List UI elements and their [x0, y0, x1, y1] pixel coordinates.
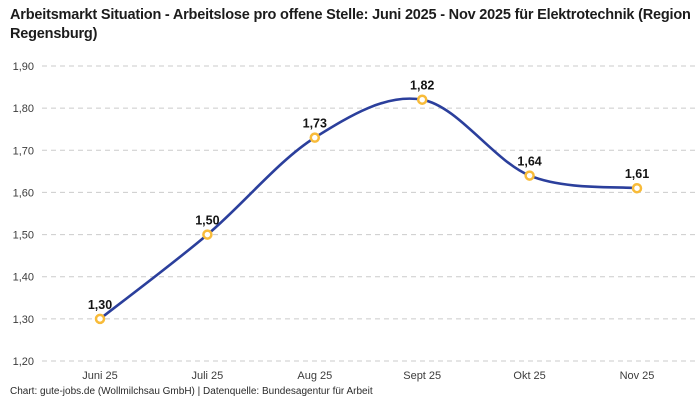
data-point-marker — [416, 94, 428, 105]
data-point-label: 1,64 — [517, 155, 541, 169]
x-axis-tick-label: Juni 25 — [82, 370, 117, 382]
y-axis-tick-label: 1,50 — [13, 230, 34, 242]
data-point-label: 1,30 — [88, 298, 112, 312]
data-point-label: 1,50 — [195, 214, 219, 228]
y-axis-tick-label: 1,60 — [13, 187, 34, 199]
y-axis-tick-label: 1,70 — [13, 145, 34, 157]
y-axis-tick-label: 1,40 — [13, 272, 34, 284]
data-point-label: 1,73 — [303, 117, 327, 131]
x-axis-tick-label: Aug 25 — [297, 370, 332, 382]
data-point-marker — [524, 170, 535, 181]
y-axis-tick-label: 1,90 — [13, 61, 34, 73]
x-axis-tick-label: Sept 25 — [403, 370, 441, 382]
x-axis-tick-label: Nov 25 — [620, 370, 655, 382]
data-point-marker — [202, 229, 213, 240]
data-point-marker — [309, 132, 321, 143]
y-axis-tick-label: 1,80 — [13, 103, 34, 115]
data-point-label: 1,61 — [625, 167, 649, 181]
data-point-label: 1,82 — [410, 79, 434, 93]
chart-title: Arbeitsmarkt Situation - Arbeitslose pro… — [10, 7, 691, 43]
series-line — [98, 97, 639, 321]
chart-footer-attribution: Chart: gute-jobs.de (Wollmilchsau GmbH) … — [10, 386, 373, 397]
data-point-marker — [631, 182, 643, 194]
y-axis-tick-label: 1,20 — [13, 356, 34, 368]
x-axis-tick-label: Okt 25 — [513, 370, 545, 382]
y-axis-tick-label: 1,30 — [13, 314, 34, 326]
data-point-marker — [94, 313, 106, 325]
x-axis-tick-label: Juli 25 — [192, 370, 224, 382]
